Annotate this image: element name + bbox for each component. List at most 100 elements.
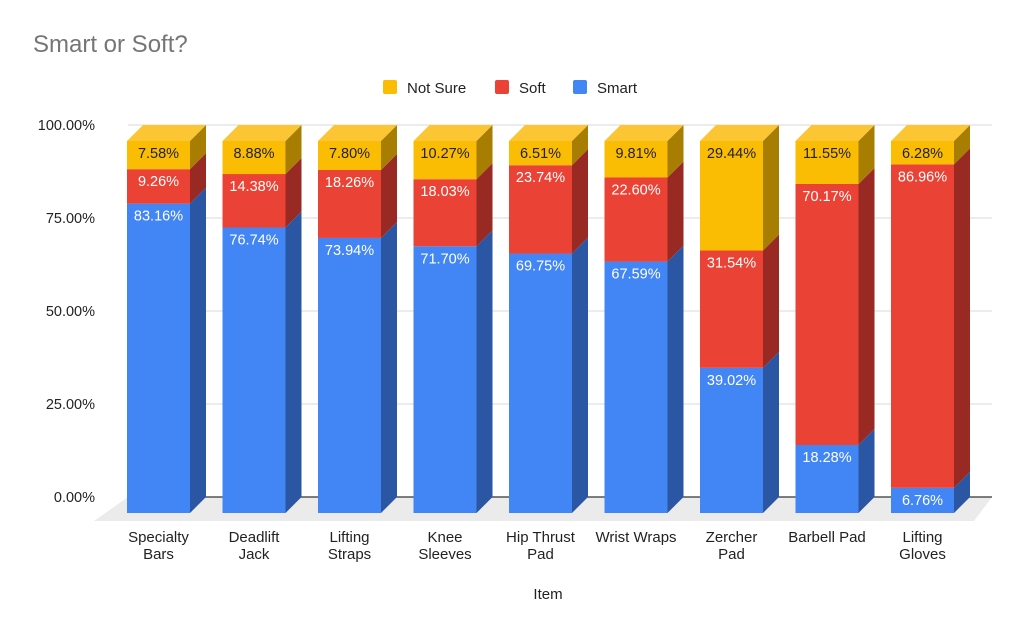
y-tick-label: 0.00%	[54, 490, 95, 506]
bar-segment-smart[interactable]	[509, 253, 572, 513]
bar-stack[interactable]	[891, 125, 970, 513]
bar-segment-not-sure[interactable]	[700, 141, 763, 251]
y-tick-label: 75.00%	[46, 211, 95, 227]
legend-label: Not Sure	[407, 80, 466, 97]
bar-side-smart	[572, 237, 588, 513]
bar-stack[interactable]	[700, 125, 779, 513]
bar-segment-smart[interactable]	[891, 487, 954, 513]
data-label-not-sure: 7.58%	[138, 146, 179, 162]
bar-side-smart	[858, 428, 875, 513]
data-label-smart: 76.74%	[229, 233, 278, 249]
x-category-line: Lifting	[902, 529, 942, 546]
bar-side-soft	[381, 154, 397, 238]
bar-stack[interactable]	[509, 125, 588, 513]
bar-side-not-sure	[572, 125, 588, 166]
bar-side-smart	[190, 187, 206, 513]
bar-segment-not-sure[interactable]	[604, 141, 668, 178]
bar-side-soft	[858, 167, 875, 445]
x-category-line: Pad	[718, 546, 745, 563]
bar-side-soft	[954, 148, 970, 488]
data-label-smart: 71.70%	[420, 251, 469, 267]
legend-item-not-sure[interactable]: Not Sure	[383, 80, 466, 97]
bar-segment-soft[interactable]	[127, 169, 190, 204]
bar-top-face	[604, 125, 684, 141]
x-category-line: Pad	[527, 546, 554, 563]
data-label-not-sure: 10.27%	[420, 146, 469, 162]
bar-segment-soft[interactable]	[413, 179, 477, 247]
x-category-line: Wrist Wraps	[595, 529, 676, 546]
x-category-line: Hip Thrust	[506, 529, 576, 546]
bar-segment-not-sure[interactable]	[127, 141, 190, 170]
bar-side-not-sure	[381, 125, 397, 171]
bar-segment-soft[interactable]	[604, 177, 668, 262]
data-label-not-sure: 8.88%	[233, 146, 274, 162]
data-label-smart: 67.59%	[611, 267, 660, 283]
bar-side-not-sure	[954, 125, 970, 165]
bar-segment-soft[interactable]	[795, 183, 859, 445]
bar-side-not-sure	[190, 125, 206, 170]
bar-side-soft	[190, 153, 206, 204]
data-label-smart: 69.75%	[516, 259, 565, 275]
bar-side-soft	[763, 234, 779, 368]
data-label-smart: 6.76%	[902, 493, 943, 509]
x-category-line: Jack	[239, 546, 270, 563]
x-category-line: Gloves	[899, 546, 946, 563]
data-label-soft: 31.54%	[707, 256, 756, 272]
legend-item-soft[interactable]: Soft	[495, 80, 547, 97]
legend-label: Smart	[597, 80, 638, 97]
bar-segment-not-sure[interactable]	[413, 141, 477, 180]
bar-stack[interactable]	[604, 125, 684, 514]
bar-segment-not-sure[interactable]	[795, 141, 859, 184]
x-axis-categories: SpecialtyBarsDeadliftJackLiftingStrapsKn…	[128, 529, 946, 563]
x-category-line: Specialty	[128, 529, 189, 546]
data-label-soft: 9.26%	[138, 174, 179, 190]
bar-segment-not-sure[interactable]	[891, 141, 954, 165]
bar-segment-soft[interactable]	[509, 165, 572, 254]
bar-stack[interactable]	[413, 125, 493, 513]
bar-segment-soft[interactable]	[891, 164, 954, 488]
bar-side-smart	[285, 211, 302, 513]
bar-segment-smart[interactable]	[127, 203, 190, 513]
data-label-soft: 70.17%	[802, 189, 851, 205]
bar-segment-smart[interactable]	[318, 237, 381, 513]
data-label-not-sure: 7.80%	[329, 146, 370, 162]
data-label-soft: 18.03%	[420, 184, 469, 200]
bar-side-not-sure	[285, 125, 302, 175]
bar-stack[interactable]	[127, 125, 206, 513]
bar-segment-not-sure[interactable]	[509, 141, 572, 166]
bar-segment-not-sure[interactable]	[318, 141, 381, 171]
legend-item-smart[interactable]: Smart	[573, 80, 638, 97]
bar-stack[interactable]	[318, 125, 397, 513]
x-axis-label: Item	[533, 586, 562, 603]
bar-segment-soft[interactable]	[318, 170, 381, 238]
bar-stack[interactable]	[222, 125, 302, 513]
bar-segment-smart[interactable]	[700, 367, 763, 513]
bar-segment-not-sure[interactable]	[222, 141, 286, 175]
legend-swatch	[573, 80, 587, 94]
x-category-label: Barbell Pad	[788, 529, 866, 546]
data-label-soft: 22.60%	[611, 182, 660, 198]
data-label-smart: 73.94%	[325, 243, 374, 259]
bar-segment-soft[interactable]	[700, 250, 763, 368]
data-label-not-sure: 9.81%	[615, 146, 656, 162]
bar-side-soft	[572, 149, 588, 254]
bar-side-not-sure	[858, 125, 875, 184]
data-label-soft: 23.74%	[516, 170, 565, 186]
bar-side-smart	[763, 351, 779, 513]
chart-title: Smart or Soft?	[33, 31, 188, 58]
bar-side-not-sure	[763, 125, 779, 251]
bar-segment-soft[interactable]	[222, 174, 286, 228]
bar-stack[interactable]	[795, 125, 875, 513]
bar-segment-smart[interactable]	[413, 246, 477, 513]
bar-segment-smart[interactable]	[604, 261, 668, 513]
bar-segment-smart[interactable]	[795, 444, 859, 513]
data-label-smart: 18.28%	[802, 450, 851, 466]
bar-segment-smart[interactable]	[222, 227, 286, 513]
legend-swatch	[495, 80, 509, 94]
bar-side-soft	[476, 163, 493, 247]
